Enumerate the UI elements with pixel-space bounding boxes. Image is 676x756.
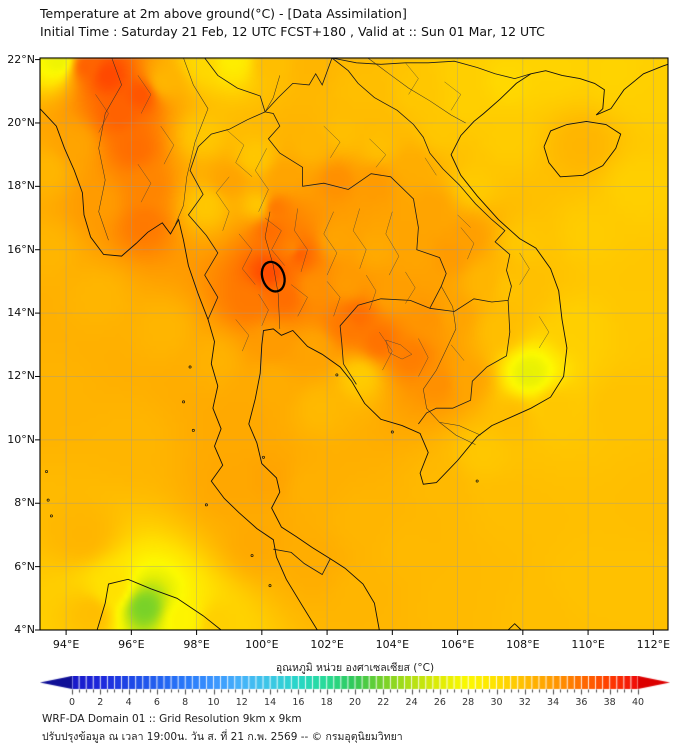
map-frame	[39, 57, 669, 631]
colorbar-tick-label: 2	[97, 697, 104, 708]
colorbar-tick-label: 24	[405, 697, 418, 708]
lat-axis-label: 16°N	[7, 242, 35, 256]
gridlines	[40, 58, 668, 631]
lon-axis-label: 104°E	[375, 638, 410, 651]
lat-axis-label: 4°N	[14, 623, 35, 636]
colorbar-tick-label: 30	[490, 697, 503, 708]
colorbar-tick-label: 38	[603, 697, 616, 708]
lat-axis-label: 12°N	[7, 369, 35, 383]
colorbar-tick-label: 34	[547, 697, 560, 708]
colorbar-tick-label: 16	[292, 697, 305, 708]
colorbar-tick-label: 28	[462, 697, 475, 708]
colorbar-tick-label: 20	[348, 697, 362, 708]
islands	[45, 365, 479, 588]
colorbar-tick-label: 22	[377, 697, 390, 708]
rivers	[98, 57, 481, 445]
province-borders	[95, 62, 550, 377]
colorbar-tick-label: 8	[182, 697, 189, 708]
lon-axis-label: 110°E	[571, 638, 605, 651]
lon-axis-label: 102°E	[310, 638, 344, 651]
colorbar-tick-label: 26	[433, 697, 446, 708]
lon-axis-label: 106°E	[440, 638, 475, 651]
temperature-field-canvas	[40, 58, 668, 630]
colorbar-tick-label: 0	[68, 697, 76, 708]
highlight-contour	[260, 260, 286, 293]
lat-axis-label: 6°N	[14, 559, 35, 573]
page-subtitle: Initial Time : Saturday 21 Feb, 12 UTC F…	[40, 24, 545, 39]
colorbar-tick-label: 4	[125, 697, 132, 708]
lat-axis-label: 10°N	[7, 432, 35, 446]
footer-update-info: ปรับปรุงข้อมูล ณ เวลา 19:00น. วัน ส. ที่…	[42, 731, 403, 743]
lat-axis-label: 20°N	[7, 115, 35, 129]
footer-domain-info: WRF-DA Domain 01 :: Grid Resolution 9km …	[42, 713, 302, 725]
lon-axis-label: 96°E	[118, 638, 145, 651]
lon-axis-label: 112°E	[636, 638, 671, 651]
colorbar	[40, 676, 670, 698]
page-title: Temperature at 2m above ground(°C) - [Da…	[40, 6, 407, 21]
lon-axis-label: 98°E	[183, 638, 210, 651]
lat-axis-label: 8°N	[14, 496, 35, 510]
lat-axis-label: 22°N	[7, 52, 35, 66]
colorbar-tick-label: 6	[153, 697, 160, 708]
lat-axis-label: 18°N	[7, 179, 35, 193]
map-overlay	[35, 57, 669, 635]
colorbar-tick-label: 40	[631, 697, 645, 708]
colorbar-tick-label: 10	[207, 697, 220, 708]
country-borders	[187, 57, 532, 576]
lat-axis-label: 14°N	[7, 306, 35, 320]
coastlines	[39, 63, 669, 631]
colorbar-tick-label: 32	[518, 697, 531, 708]
lon-axis-label: 94°E	[52, 638, 80, 651]
colorbar-tick-label: 36	[575, 697, 588, 708]
lon-axis-label: 108°E	[506, 638, 540, 651]
axis-ticks	[35, 59, 654, 635]
colorbar-tick-label: 12	[235, 697, 248, 708]
colorbar-title: อุณหภูมิ หน่วย องศาเซลเซียส (°C)	[275, 662, 435, 674]
colorbar-tick-label: 14	[264, 697, 277, 708]
lon-axis-label: 100°E	[245, 638, 279, 651]
colorbar-tick-label: 18	[320, 697, 333, 708]
